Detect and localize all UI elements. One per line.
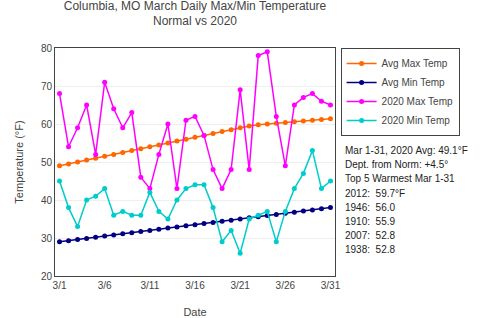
svg-text:30: 30	[41, 233, 53, 244]
svg-text:Columbia, MO March Daily Max/M: Columbia, MO March Daily Max/Min Tempera…	[64, 0, 327, 28]
svg-text:2020 Min Temp: 2020 Min Temp	[382, 115, 451, 126]
svg-text:3/26: 3/26	[276, 280, 296, 291]
svg-text:Temperature (°F): Temperature (°F)	[13, 120, 25, 203]
svg-text:Avg Max Temp: Avg Max Temp	[382, 58, 448, 69]
svg-text:Date: Date	[183, 306, 206, 318]
svg-text:2007: 52.8: 2007: 52.8	[345, 230, 395, 241]
svg-text:3/31: 3/31	[321, 280, 341, 291]
svg-text:Avg Min Temp: Avg Min Temp	[382, 77, 445, 88]
svg-text:Dept. from Norm: +4.5°: Dept. from Norm: +4.5°	[345, 159, 448, 170]
svg-text:1910: 55.9: 1910: 55.9	[345, 216, 395, 227]
svg-text:2012: 59.7°F: 2012: 59.7°F	[345, 188, 405, 199]
svg-text:60: 60	[41, 119, 53, 130]
svg-text:3/11: 3/11	[140, 280, 159, 291]
svg-text:3/21: 3/21	[230, 280, 250, 291]
svg-text:3/6: 3/6	[98, 280, 112, 291]
svg-text:40: 40	[41, 195, 53, 206]
svg-text:1938: 52.8: 1938: 52.8	[345, 244, 395, 255]
svg-text:Mar 1-31, 2020 Avg: 49.1°F: Mar 1-31, 2020 Avg: 49.1°F	[345, 145, 468, 156]
svg-text:3/16: 3/16	[185, 280, 205, 291]
svg-text:20: 20	[41, 271, 53, 282]
svg-text:1946: 56.0: 1946: 56.0	[345, 202, 395, 213]
svg-text:80: 80	[41, 43, 53, 54]
svg-text:Top 5 Warmest Mar 1-31: Top 5 Warmest Mar 1-31	[345, 173, 455, 184]
svg-text:2020 Max Temp: 2020 Max Temp	[382, 96, 453, 107]
svg-text:3/1: 3/1	[53, 280, 67, 291]
svg-text:50: 50	[41, 157, 53, 168]
svg-text:70: 70	[41, 81, 53, 92]
